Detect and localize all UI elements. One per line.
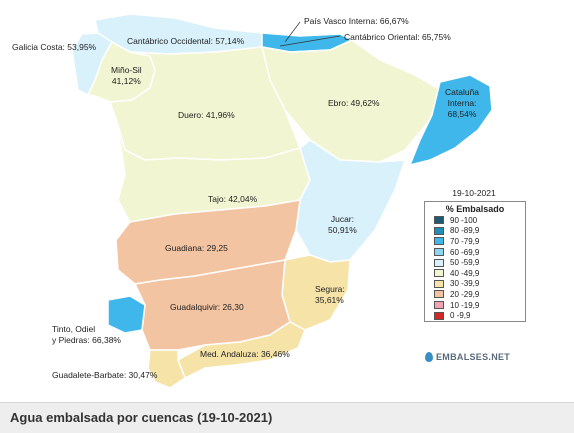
caption-bar: Agua embalsada por cuencas (19-10-2021) [0, 402, 574, 433]
legend-swatch [434, 248, 444, 257]
label-tajo: Tajo: 42,04% [208, 194, 258, 204]
legend-item: 90 -100 [425, 215, 525, 226]
legend-label: 80 -89,9 [450, 226, 480, 236]
legend-item: 20 -29,9 [425, 289, 525, 300]
legend-date: 19-10-2021 [452, 188, 496, 198]
label-guadiana: Guadiana: 29,25 [165, 243, 228, 253]
legend-swatch [434, 301, 444, 310]
legend-label: 30 -39,9 [450, 279, 480, 289]
label-cataluna-value: 68,54% [447, 109, 477, 119]
leader-pais-vasco [284, 21, 301, 43]
label-segura-value: 35,61% [315, 295, 344, 305]
legend-swatch [434, 237, 444, 246]
label-cantabrico-oriental: Cantábrico Oriental: 65,75% [344, 32, 451, 42]
legend-title: % Embalsado [445, 204, 505, 214]
label-tinto-value: y Piedras: 66,38% [52, 335, 121, 345]
legend-swatch [434, 279, 444, 288]
label-cataluna-name1: Cataluña [445, 87, 480, 97]
legend-swatch [434, 226, 444, 235]
legend-label: 60 -69,9 [450, 247, 480, 257]
legend: % Embalsado 90 -100 80 -89,9 70 -79,9 60 -6… [424, 201, 526, 322]
legend-label: 50 -59,9 [450, 258, 480, 268]
legend-swatch [434, 258, 444, 267]
label-mino-sil: Miño-Sil 41,12% [111, 65, 142, 87]
label-cataluna-name2: Interna: [447, 98, 477, 108]
brand-text: EMBALSES.NET [436, 352, 511, 362]
legend-swatch [434, 269, 444, 278]
spain-basins-map [71, 13, 493, 389]
legend-item: 0 -9,9 [425, 310, 525, 321]
label-segura-name: Segura: [315, 284, 345, 294]
legend-item: 60 -69,9 [425, 247, 525, 258]
label-duero: Duero: 41,96% [178, 110, 235, 120]
leader-cantabrico-oriental [279, 35, 341, 47]
label-tinto-name: Tinto, Odiel [52, 324, 96, 334]
legend-item: 70 -79,9 [425, 236, 525, 247]
legend-item: 30 -39,9 [425, 279, 525, 290]
basin-guadalete-barbate [147, 349, 186, 389]
label-cataluna-interna: Cataluña Interna: 68,54% [445, 87, 479, 120]
label-tinto-odiel: Tinto, Odiel y Piedras: 66,38% [52, 324, 121, 346]
label-cantabrico-occidental: Cantábrico Occidental: 57,14% [127, 36, 245, 46]
label-pais-vasco-interna: País Vasco Interna: 66,67% [304, 16, 409, 26]
legend-item: 10 -19,9 [425, 300, 525, 311]
label-segura: Segura: 35,61% [315, 284, 345, 306]
water-drop-icon [425, 352, 433, 362]
basin-tinto-odiel [107, 295, 146, 334]
label-jucar: Jucar: 50,91% [328, 214, 357, 236]
legend-swatch [434, 311, 444, 320]
label-ebro: Ebro: 49,62% [328, 98, 380, 108]
legend-label: 0 -9,9 [450, 311, 471, 321]
label-jucar-value: 50,91% [328, 225, 357, 235]
legend-item: 80 -89,9 [425, 226, 525, 237]
label-guadalquivir: Guadalquivir: 26,30 [170, 302, 244, 312]
legend-item: 40 -49,9 [425, 268, 525, 279]
map-panel: Galicia Costa: 53,95% Cantábrico Occiden… [12, 13, 526, 389]
basin-cataluna-interna [408, 74, 493, 167]
legend-label: 10 -19,9 [450, 300, 480, 310]
caption-text: Agua embalsada por cuencas (19-10-2021) [10, 410, 273, 425]
label-jucar-name: Jucar: [330, 214, 354, 224]
legend-label: 40 -49,9 [450, 268, 480, 278]
legend-label: 90 -100 [450, 215, 478, 225]
legend-swatch [434, 216, 444, 225]
legend-label: 20 -29,9 [450, 289, 480, 299]
label-mino-sil-name: Miño-Sil [111, 65, 142, 75]
legend-swatch [434, 290, 444, 299]
label-mino-sil-value: 41,12% [111, 76, 141, 86]
legend-item: 50 -59,9 [425, 257, 525, 268]
legend-rows: 90 -100 80 -89,9 70 -79,9 60 -69,9 50 -59,9 4… [425, 215, 525, 321]
label-guadalete-barbate: Guadalete-Barbate: 30,47% [52, 370, 158, 380]
label-galicia-costa: Galicia Costa: 53,95% [12, 42, 97, 52]
brand-logo: EMBALSES.NET [425, 352, 510, 362]
label-med-andaluza: Med. Andaluza: 36,46% [200, 349, 290, 359]
legend-label: 70 -79,9 [450, 236, 480, 246]
